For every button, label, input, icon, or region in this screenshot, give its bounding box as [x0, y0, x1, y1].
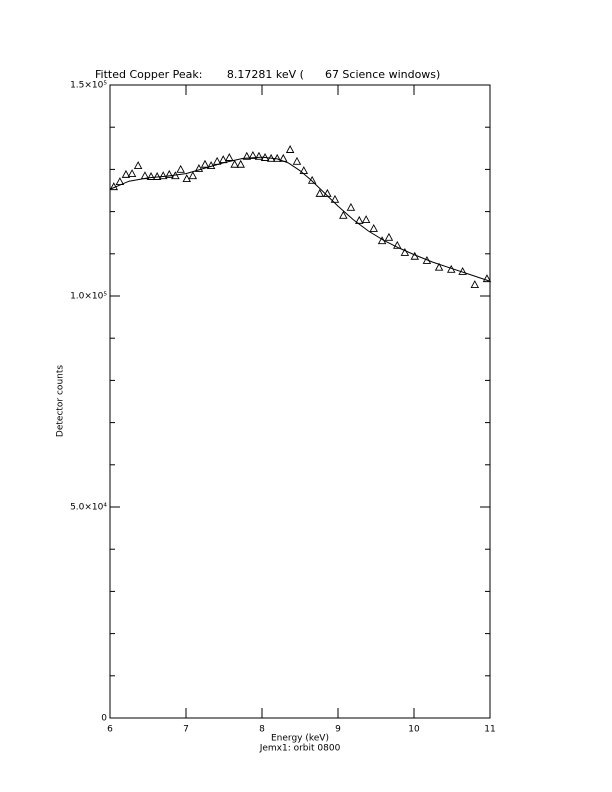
data-point — [225, 153, 234, 161]
x-tick-label: 11 — [484, 725, 495, 735]
data-point — [206, 161, 216, 169]
y-axis-label: Detector counts — [56, 365, 66, 437]
data-point — [127, 169, 137, 177]
y-tick-label: 0 — [101, 714, 107, 724]
data-point — [346, 202, 356, 211]
x-tick-label: 6 — [107, 725, 113, 735]
data-point — [165, 169, 174, 178]
data-point — [230, 159, 239, 168]
data-point — [434, 262, 444, 271]
data-point — [285, 145, 295, 153]
x-tick-label: 9 — [335, 725, 341, 735]
data-point — [400, 248, 410, 256]
data-point — [339, 210, 348, 219]
data-point — [176, 164, 185, 173]
subtitle: Jemx1: orbit 0800 — [259, 744, 341, 754]
data-point — [482, 274, 492, 283]
data-point — [315, 188, 325, 197]
data-point — [292, 156, 302, 165]
y-tick-label: 1.0×10⁵ — [70, 292, 107, 302]
data-point — [254, 151, 264, 160]
data-point — [200, 159, 210, 168]
data-point — [393, 240, 402, 249]
data-point — [182, 174, 192, 183]
x-tick-label: 10 — [408, 725, 420, 735]
x-tick-label: 8 — [259, 725, 265, 735]
data-point — [470, 280, 480, 288]
y-tick-label: 5.0×10⁴ — [70, 503, 107, 513]
data-point — [133, 161, 143, 169]
data-point — [146, 172, 156, 180]
data-point — [369, 223, 378, 232]
data-point — [355, 215, 364, 224]
data-point — [248, 150, 258, 159]
data-point — [158, 171, 168, 180]
data-point — [236, 159, 245, 168]
data-point — [152, 172, 162, 180]
data-point — [272, 153, 282, 162]
data-point — [194, 164, 204, 172]
data-point — [242, 151, 252, 160]
data-point — [188, 171, 198, 180]
data-point — [121, 169, 131, 178]
data-point — [330, 194, 340, 203]
data-point — [361, 215, 371, 223]
data-point — [384, 232, 394, 241]
x-tick-label: 7 — [183, 725, 189, 735]
y-tick-label: 1.5×10⁵ — [70, 81, 107, 91]
fit-line — [109, 156, 491, 282]
x-axis-label: Energy (keV) — [271, 734, 329, 744]
chart-title: Fitted Copper Peak: 8.17281 keV ( 67 Sci… — [95, 68, 440, 81]
plot-frame — [109, 84, 491, 719]
